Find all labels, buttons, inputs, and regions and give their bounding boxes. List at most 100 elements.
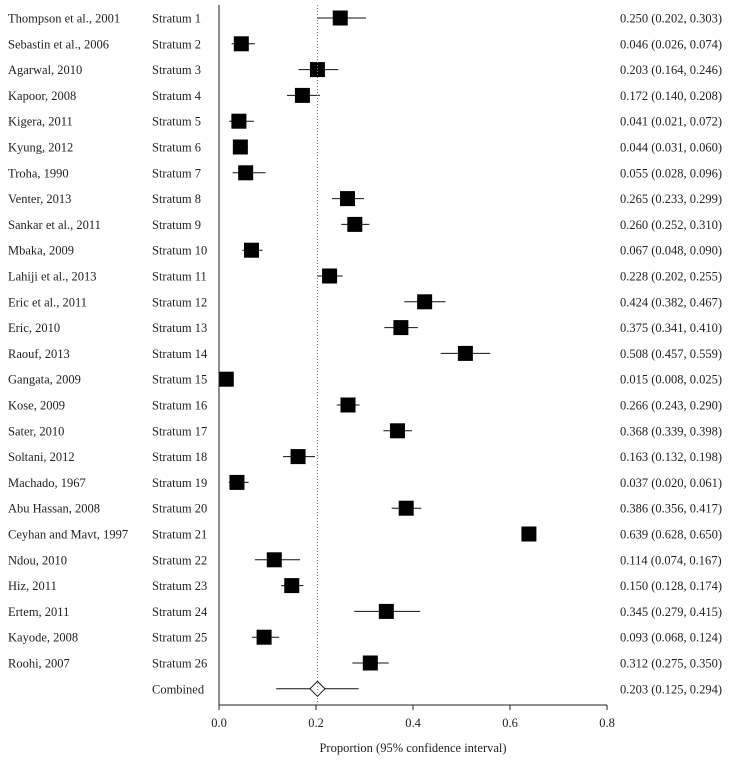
- stratum-label: Stratum 2: [152, 37, 201, 51]
- study-name: Kigera, 2011: [8, 115, 73, 129]
- study-name: Raouf, 2013: [8, 347, 70, 361]
- estimate-ci-text: 0.203 (0.164, 0.246): [620, 63, 722, 77]
- point-estimate-box: [417, 294, 433, 310]
- study-name: Hiz, 2011: [8, 579, 57, 593]
- study-rows: Thompson et al., 2001 Stratum 1 0.250 (0.2…: [8, 10, 722, 698]
- x-tick-label: 0.2: [308, 716, 324, 730]
- x-tick-label: 0.4: [405, 716, 421, 730]
- estimate-ci-text: 0.266 (0.243, 0.290): [620, 399, 722, 413]
- stratum-label: Stratum 21: [152, 528, 207, 542]
- study-name: Ndou, 2010: [8, 553, 67, 567]
- estimate-ci-text: 0.265 (0.233, 0.299): [620, 192, 722, 206]
- combined-diamond: [309, 680, 326, 698]
- estimate-ci-text: 0.260 (0.252, 0.310): [620, 218, 722, 232]
- study-name: Venter, 2013: [8, 192, 71, 206]
- x-ticks: 0.0 0.2 0.4 0.6 0.8: [211, 705, 615, 730]
- study-row: Agarwal, 2010 Stratum 3 0.203 (0.164, 0.24…: [8, 62, 722, 78]
- study-name: Mbaka, 2009: [8, 244, 74, 258]
- study-row: Kose, 2009 Stratum 16 0.266 (0.243, 0.290): [8, 397, 722, 413]
- study-name: Sankar et al., 2011: [8, 218, 101, 232]
- point-estimate-box: [389, 423, 405, 439]
- stratum-label: Stratum 26: [152, 657, 207, 671]
- study-name: Ertem, 2011: [8, 605, 69, 619]
- study-row: Raouf, 2013 Stratum 14 0.508 (0.457, 0.559…: [8, 345, 722, 361]
- study-row: Sankar et al., 2011 Stratum 9 0.260 (0.252…: [8, 216, 722, 232]
- estimate-ci-text: 0.386 (0.356, 0.417): [620, 502, 722, 516]
- point-estimate-box: [218, 371, 234, 387]
- study-name: Soltani, 2012: [8, 450, 75, 464]
- study-row: Lahiji et al., 2013 Stratum 11 0.228 (0.20…: [8, 268, 722, 284]
- stratum-label: Stratum 12: [152, 295, 207, 309]
- study-row: Mbaka, 2009 Stratum 10 0.067 (0.048, 0.090…: [8, 242, 722, 258]
- study-name: Sebastin et al., 2006: [8, 37, 109, 51]
- study-row: Eric, 2010 Stratum 13 0.375 (0.341, 0.410): [8, 320, 722, 336]
- stratum-label: Stratum 22: [152, 553, 207, 567]
- point-estimate-box: [231, 113, 247, 129]
- stratum-label: Stratum 7: [152, 166, 201, 180]
- study-name: Agarwal, 2010: [8, 63, 82, 77]
- stratum-label: Stratum 5: [152, 115, 201, 129]
- stratum-label: Stratum 19: [152, 476, 207, 490]
- stratum-label: Stratum 13: [152, 321, 207, 335]
- study-name: Kapoor, 2008: [8, 89, 76, 103]
- point-estimate-box: [266, 552, 282, 568]
- estimate-ci-text: 0.150 (0.128, 0.174): [620, 579, 722, 593]
- study-row: Eric et al., 2011 Stratum 12 0.424 (0.382,…: [8, 294, 722, 310]
- study-row: Troha, 1990 Stratum 7 0.055 (0.028, 0.096): [8, 165, 722, 181]
- point-estimate-box: [229, 474, 245, 490]
- point-estimate-box: [393, 320, 409, 336]
- study-row: Kayode, 2008 Stratum 25 0.093 (0.068, 0.12…: [8, 629, 722, 645]
- stratum-label: Stratum 16: [152, 399, 207, 413]
- point-estimate-box: [521, 526, 537, 542]
- x-tick-label: 0.6: [502, 716, 518, 730]
- estimate-ci-text: 0.228 (0.202, 0.255): [620, 270, 722, 284]
- estimate-ci-text: 0.044 (0.031, 0.060): [620, 141, 722, 155]
- study-row: Gangata, 2009 Stratum 15 0.015 (0.008, 0.0…: [8, 371, 722, 387]
- stratum-label: Stratum 18: [152, 450, 207, 464]
- stratum-label: Stratum 4: [152, 89, 202, 103]
- point-estimate-box: [309, 62, 325, 78]
- study-row: Soltani, 2012 Stratum 18 0.163 (0.132, 0.1…: [8, 449, 722, 465]
- stratum-label: Stratum 17: [152, 424, 207, 438]
- estimate-ci-text: 0.055 (0.028, 0.096): [620, 166, 722, 180]
- study-name: Lahiji et al., 2013: [8, 270, 97, 284]
- estimate-ci-text: 0.250 (0.202, 0.303): [620, 12, 722, 26]
- study-row: Abu Hassan, 2008 Stratum 20 0.386 (0.356, …: [8, 500, 722, 516]
- study-row: Thompson et al., 2001 Stratum 1 0.250 (0.2…: [8, 10, 722, 26]
- x-tick-label: 0.8: [599, 716, 615, 730]
- point-estimate-box: [284, 578, 300, 594]
- study-name: Eric, 2010: [8, 321, 60, 335]
- stratum-label: Stratum 24: [152, 605, 208, 619]
- study-name: Ceyhan and Mavt, 1997: [8, 528, 128, 542]
- study-row: Venter, 2013 Stratum 8 0.265 (0.233, 0.299…: [8, 191, 722, 207]
- stratum-label: Stratum 6: [152, 141, 201, 155]
- stratum-label: Stratum 15: [152, 373, 207, 387]
- estimate-ci-text: 0.312 (0.275, 0.350): [620, 657, 722, 671]
- study-name: Gangata, 2009: [8, 373, 81, 387]
- stratum-label: Stratum 3: [152, 63, 201, 77]
- x-axis: 0.0 0.2 0.4 0.6 0.8 Proportion (95% confiden…: [211, 5, 615, 755]
- point-estimate-box: [256, 629, 272, 645]
- stratum-label: Stratum 23: [152, 579, 207, 593]
- estimate-ci-text: 0.015 (0.008, 0.025): [620, 373, 722, 387]
- estimate-ci-text: 0.508 (0.457, 0.559): [620, 347, 722, 361]
- point-estimate-box: [378, 603, 394, 619]
- stratum-label: Stratum 20: [152, 502, 207, 516]
- point-estimate-box: [322, 268, 338, 284]
- study-row: Ceyhan and Mavt, 1997 Stratum 21 0.639 (0.…: [8, 526, 722, 542]
- combined-ci-text: 0.203 (0.125, 0.294): [620, 682, 722, 696]
- study-name: Thompson et al., 2001: [8, 12, 120, 26]
- point-estimate-box: [294, 87, 310, 103]
- stratum-label: Stratum 10: [152, 244, 207, 258]
- point-estimate-box: [232, 139, 248, 155]
- point-estimate-box: [233, 36, 249, 52]
- study-row: Machado, 1967 Stratum 19 0.037 (0.020, 0.0…: [8, 474, 722, 490]
- study-name: Kayode, 2008: [8, 631, 78, 645]
- estimate-ci-text: 0.368 (0.339, 0.398): [620, 424, 722, 438]
- study-name: Roohi, 2007: [8, 657, 70, 671]
- study-name: Machado, 1967: [8, 476, 86, 490]
- point-estimate-box: [398, 500, 414, 516]
- estimate-ci-text: 0.046 (0.026, 0.074): [620, 37, 722, 51]
- study-name: Abu Hassan, 2008: [8, 502, 100, 516]
- study-row: Kapoor, 2008 Stratum 4 0.172 (0.140, 0.208…: [8, 87, 722, 103]
